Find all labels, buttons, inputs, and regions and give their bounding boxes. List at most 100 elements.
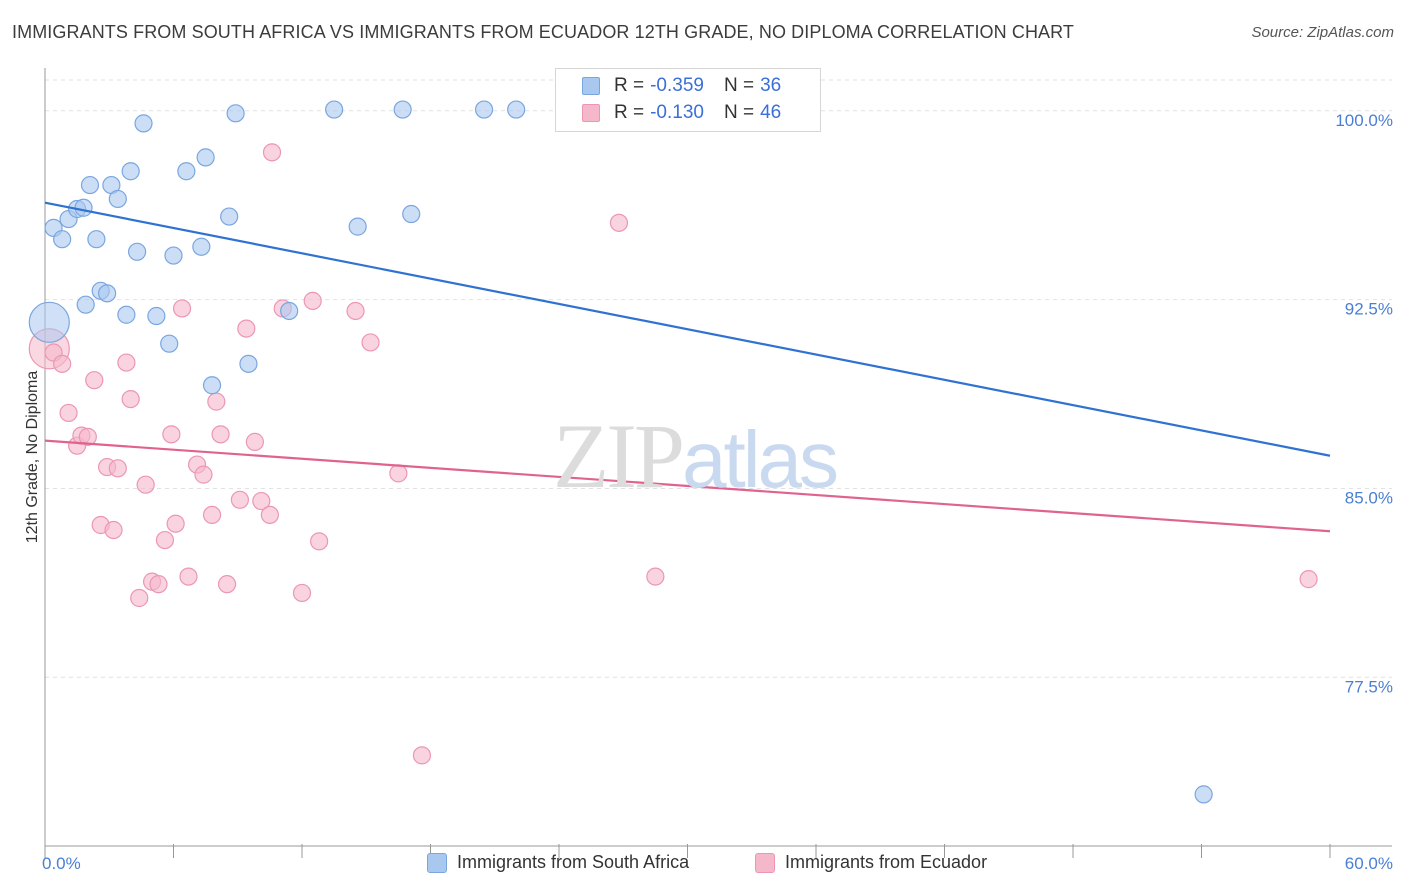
ecuador-point — [136, 475, 155, 494]
ecuador-point — [202, 505, 222, 525]
legend-r-value: -0.359 — [650, 75, 704, 96]
data-points — [28, 100, 1318, 804]
y-tick-label: 85.0% — [1345, 488, 1393, 507]
legend-r-label: R = — [614, 75, 645, 96]
ecuador-point — [211, 425, 230, 444]
y-tick-label: 100.0% — [1335, 111, 1393, 130]
ecuador-point — [217, 575, 237, 594]
series-legend-south-africa[interactable]: Immigrants from South Africa — [427, 852, 689, 873]
south-africa-point — [474, 100, 494, 119]
ecuador-point — [303, 291, 322, 310]
ecuador-point — [117, 353, 136, 372]
south-africa-point — [28, 301, 70, 343]
south-africa-point — [196, 148, 215, 167]
south-africa-point — [160, 334, 179, 353]
ecuador-point — [166, 514, 185, 533]
ecuador-point — [310, 532, 329, 551]
ecuador-point — [389, 464, 408, 483]
south-africa-point — [325, 100, 344, 119]
source-label: Source: ZipAtlas.com — [1251, 24, 1394, 41]
ecuador-point — [194, 465, 213, 484]
south-africa-point — [226, 104, 245, 123]
grid — [45, 79, 1392, 678]
axis-labels: 100.0% 92.5% 85.0% 77.5% 0.0% 60.0% 12th Grade… — [24, 111, 1393, 873]
ecuador-point — [245, 432, 264, 451]
series-label-south-africa: Immigrants from South Africa — [457, 852, 690, 872]
ecuador-point — [155, 530, 175, 550]
series-legend: Immigrants from South Africa Immigrants … — [0, 852, 1406, 878]
south-africa-point — [280, 301, 299, 321]
ecuador-point — [260, 505, 279, 525]
ecuador-point — [646, 567, 665, 586]
correlation-legend: R = -0.359 N = 36 R = -0.130 N = 46 — [555, 68, 821, 132]
south-africa-point — [164, 246, 183, 265]
legend-n-label: N = — [723, 75, 755, 96]
ecuador-point — [609, 213, 629, 232]
south-africa-point — [507, 100, 526, 119]
south-africa-point — [348, 217, 367, 236]
south-africa-point — [98, 284, 117, 303]
watermark: ZIPatlas — [553, 403, 839, 509]
south-africa-trend-line — [44, 201, 1331, 457]
ecuador-point — [230, 490, 249, 509]
legend-swatch-ecuador — [582, 104, 600, 122]
south-africa-point — [192, 237, 211, 256]
ecuador-point — [412, 746, 432, 765]
ecuador-point — [1299, 570, 1318, 589]
south-africa-point — [147, 306, 166, 326]
south-africa-point — [87, 230, 106, 249]
ecuador-point — [149, 575, 168, 594]
ecuador-point — [108, 459, 127, 478]
x-tick-label: 60.0% — [1345, 854, 1393, 873]
ecuador-point — [130, 588, 149, 608]
y-tick-label: 92.5% — [1345, 300, 1393, 319]
ecuador-point — [78, 427, 97, 446]
legend-row-south-africa: R = -0.359 N = 36 — [582, 75, 781, 97]
south-africa-point — [53, 230, 72, 249]
south-africa-point — [239, 354, 258, 373]
watermark-atlas: atlas — [682, 415, 839, 504]
legend-n-label: N = — [723, 102, 755, 123]
series-swatch-south-africa — [427, 852, 447, 873]
series-swatch-ecuador — [755, 852, 775, 873]
south-africa-point — [402, 204, 421, 224]
legend-swatch-south-africa — [582, 77, 600, 95]
trend-lines — [44, 201, 1331, 533]
south-africa-point — [393, 100, 412, 119]
south-africa-point — [127, 242, 147, 261]
legend-n-value: 46 — [760, 102, 782, 123]
south-africa-point — [220, 207, 239, 226]
y-axis-title: 12th Grade, No Diploma — [24, 371, 41, 544]
south-africa-point — [80, 175, 100, 195]
south-africa-point — [74, 198, 93, 217]
x-tick-label: 0.0% — [42, 854, 81, 873]
ecuador-point — [252, 491, 271, 511]
ecuador-point — [59, 403, 78, 423]
ecuador-point — [346, 301, 365, 321]
ecuador-point — [104, 520, 123, 540]
chart-title: IMMIGRANTS FROM SOUTH AFRICA VS IMMIGRAN… — [12, 22, 1075, 42]
series-label-ecuador: Immigrants from Ecuador — [785, 852, 988, 872]
axes — [44, 68, 1392, 858]
south-africa-point — [134, 114, 153, 133]
ecuador-point — [361, 333, 380, 352]
ecuador-point — [172, 299, 192, 318]
legend-row-ecuador: R = -0.130 N = 46 — [582, 102, 781, 124]
ecuador-point — [237, 319, 256, 338]
watermark-zip: ZIP — [553, 405, 685, 507]
y-tick-label: 77.5% — [1345, 677, 1393, 696]
ecuador-point — [85, 371, 104, 390]
series-legend-ecuador[interactable]: Immigrants from Ecuador — [755, 852, 987, 873]
south-africa-point — [76, 295, 95, 314]
south-africa-point — [177, 162, 196, 181]
ecuador-point — [262, 143, 282, 162]
south-africa-point — [1194, 785, 1213, 804]
ecuador-point — [121, 389, 140, 409]
south-africa-point — [117, 305, 136, 324]
south-africa-point — [202, 376, 222, 395]
ecuador-point — [162, 425, 181, 444]
ecuador-point — [179, 567, 198, 586]
ecuador-point — [292, 583, 312, 603]
legend-r-label: R = — [614, 102, 645, 123]
